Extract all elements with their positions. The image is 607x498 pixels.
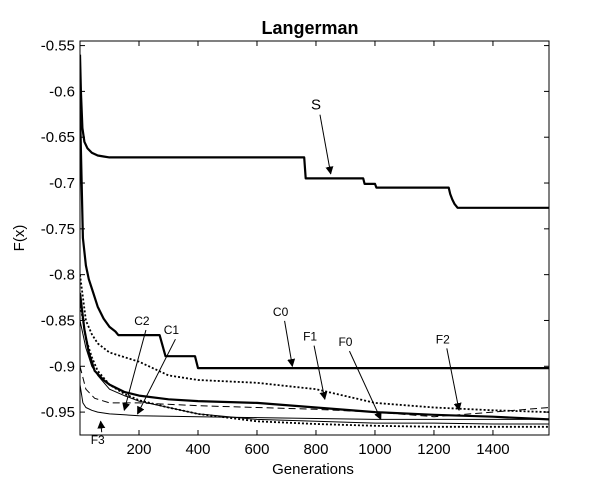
annotation-label-f1: F1	[303, 330, 317, 344]
annotation-arrow-s	[319, 114, 334, 175]
chart-title: Langerman	[261, 18, 358, 38]
y-tick-label: -0.75	[41, 221, 75, 238]
annotation-label-c2: C2	[134, 314, 150, 328]
series-line-f2	[80, 366, 549, 418]
y-tick-label: -0.85	[41, 312, 75, 329]
x-axis-label: Generations	[272, 461, 354, 478]
annotation-arrow-f0	[349, 350, 382, 421]
annotation-label-c0: C0	[273, 305, 289, 319]
annotation-label-c1: C1	[164, 323, 180, 337]
plot-frame	[79, 40, 550, 436]
x-tick-label: 1400	[476, 441, 509, 458]
y-tick-label: -0.55	[41, 38, 75, 55]
x-tick-label: 600	[244, 441, 269, 458]
annotation-arrow-c1	[137, 338, 176, 415]
annotation-label-f2: F2	[436, 332, 450, 346]
series-line-f0	[80, 292, 549, 421]
series-line-f1	[80, 274, 549, 413]
annotation-label-f0: F0	[338, 335, 352, 349]
series-line-c0	[80, 109, 549, 370]
series-line-c2	[80, 301, 549, 428]
annotation-arrow-f3	[97, 420, 106, 433]
y-axis-label: F(x)	[11, 225, 28, 252]
annotation-label-s: S	[311, 97, 321, 114]
annotation-arrow-c0	[284, 320, 296, 368]
y-tick-label: -0.95	[41, 404, 75, 421]
y-tick-label: -0.65	[41, 129, 75, 146]
x-tick-label: 200	[126, 441, 151, 458]
annotation-arrow-f2	[446, 348, 462, 412]
annotation-arrow-f1	[313, 345, 328, 401]
annotation-arrow-c2	[122, 329, 147, 412]
y-tick-label: -0.9	[49, 358, 75, 375]
x-tick-label: 400	[185, 441, 210, 458]
y-tick-label: -0.6	[49, 83, 75, 100]
x-tick-label: 1000	[358, 441, 391, 458]
series-line-f3	[80, 384, 549, 420]
series-line-s	[80, 54, 549, 209]
plot-area: 200 400 600 800 1000 1200 1400 -0.55 -0.6 -0.65 -0…	[41, 38, 550, 458]
annotation-label-f3: F3	[91, 433, 105, 447]
x-tick-label: 1200	[417, 441, 450, 458]
y-tick-label: -0.7	[49, 175, 75, 192]
y-tick-label: -0.8	[49, 267, 75, 284]
x-tick-label: 800	[303, 441, 328, 458]
